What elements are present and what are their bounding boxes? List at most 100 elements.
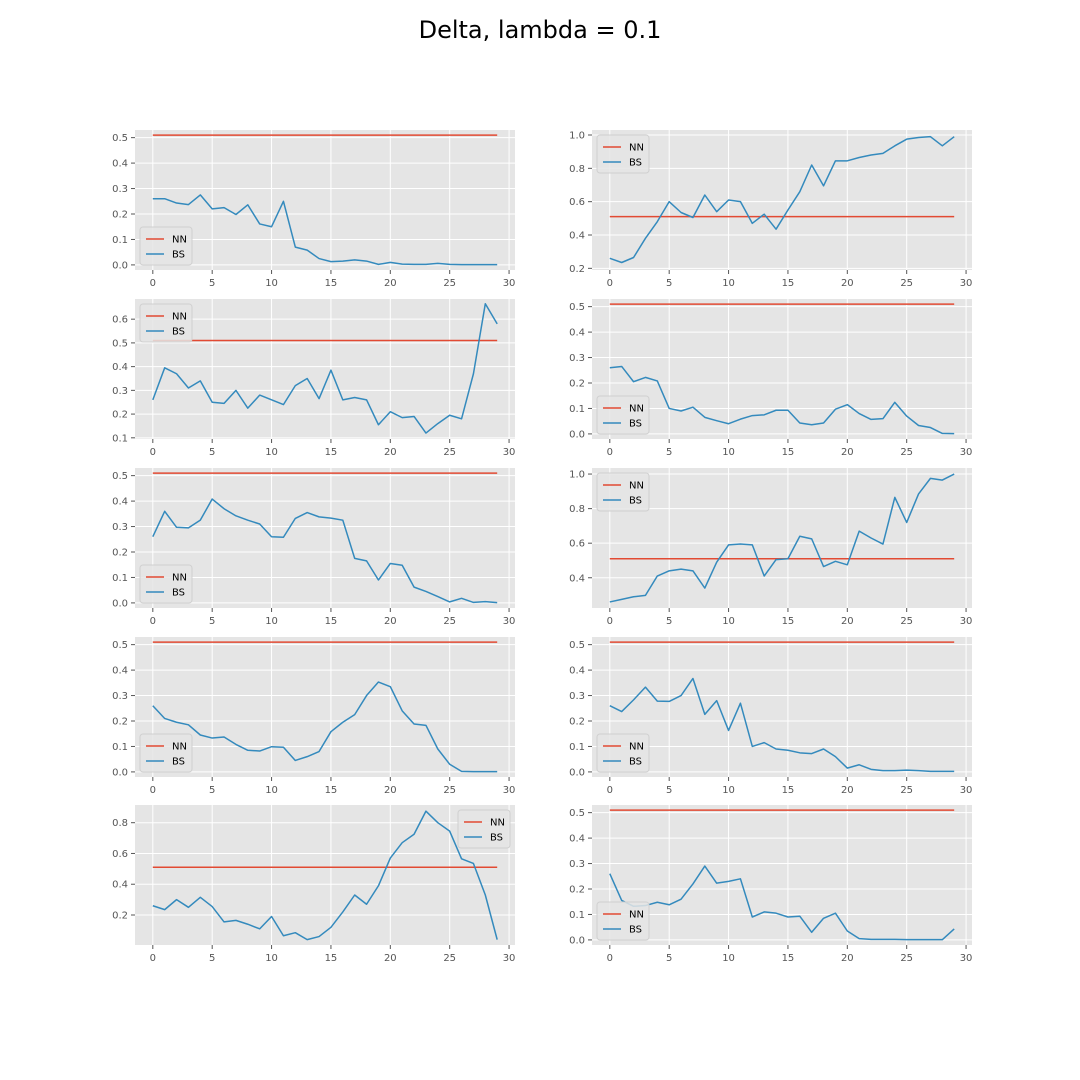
y-tick-label: 0.1 xyxy=(112,573,128,584)
legend-label-bs: BS xyxy=(172,250,185,261)
x-tick-label: 20 xyxy=(384,278,397,289)
figure-title: Delta, lambda = 0.1 xyxy=(418,16,662,44)
legend-box xyxy=(596,901,650,941)
y-tick-label: 0.2 xyxy=(569,717,585,728)
y-tick-label: 0.3 xyxy=(569,859,585,870)
y-tick-label: 0.4 xyxy=(569,231,585,242)
y-tick-label: 0.6 xyxy=(569,539,585,550)
x-tick-label: 15 xyxy=(325,447,338,458)
y-tick-label: 0.5 xyxy=(569,808,585,819)
legend-label-bs: BS xyxy=(629,496,642,507)
x-tick-label: 30 xyxy=(960,278,973,289)
legend-box xyxy=(457,809,511,849)
x-tick-label: 0 xyxy=(607,953,613,964)
y-tick-label: 0.2 xyxy=(112,210,128,221)
x-tick-label: 25 xyxy=(443,616,456,627)
legend-box xyxy=(596,472,650,512)
x-tick-label: 0 xyxy=(607,616,613,627)
y-tick-label: 0.8 xyxy=(569,164,585,175)
y-tick-label: 0.0 xyxy=(112,598,128,609)
plot-area xyxy=(592,468,972,608)
subplot-3: 0 5 10 15 20 25 30 0.1 0.2 0.3 0.4 0.5 0.6 NN BS xyxy=(112,299,515,458)
x-tick-label: 10 xyxy=(722,953,735,964)
x-tick-label: 10 xyxy=(722,785,735,796)
subplot-2: 0 5 10 15 20 25 30 0.2 0.4 0.6 0.8 1.0 NN BS xyxy=(569,130,972,289)
x-tick-label: 25 xyxy=(443,447,456,458)
legend: NN BS xyxy=(596,395,650,435)
subplot-6: 0 5 10 15 20 25 30 0.4 0.6 0.8 1.0 NN BS xyxy=(569,468,972,627)
y-tick-label: 0.5 xyxy=(569,640,585,651)
x-tick-label: 30 xyxy=(960,616,973,627)
subplot-4: 0 5 10 15 20 25 30 0.0 0.1 0.2 0.3 0.4 0.5 NN BS xyxy=(569,299,972,458)
y-tick-label: 0.4 xyxy=(112,666,128,677)
x-tick-label: 5 xyxy=(209,278,215,289)
x-tick-label: 10 xyxy=(265,785,278,796)
x-tick-label: 15 xyxy=(782,447,795,458)
x-tick-label: 20 xyxy=(384,616,397,627)
legend-label-nn: NN xyxy=(629,481,644,492)
subplot-9: 0 5 10 15 20 25 30 0.2 0.4 0.6 0.8 NN BS xyxy=(112,805,515,964)
y-tick-label: 0.8 xyxy=(112,818,128,829)
x-tick-label: 30 xyxy=(960,785,973,796)
legend-label-bs: BS xyxy=(172,327,185,338)
x-tick-label: 0 xyxy=(150,278,156,289)
legend-box xyxy=(139,733,193,773)
y-tick-label: 0.5 xyxy=(112,133,128,144)
x-tick-label: 10 xyxy=(722,447,735,458)
x-tick-label: 0 xyxy=(607,447,613,458)
x-tick-label: 5 xyxy=(666,278,672,289)
subplot-1: 0 5 10 15 20 25 30 0.0 0.1 0.2 0.3 0.4 0.5 NN BS xyxy=(112,130,515,289)
legend: NN BS xyxy=(596,134,650,174)
y-tick-label: 0.0 xyxy=(569,767,585,778)
x-tick-label: 20 xyxy=(841,447,854,458)
y-tick-label: 0.3 xyxy=(112,522,128,533)
y-tick-label: 0.4 xyxy=(569,666,585,677)
x-tick-label: 25 xyxy=(443,278,456,289)
x-tick-label: 15 xyxy=(325,616,338,627)
x-tick-label: 0 xyxy=(150,785,156,796)
y-tick-label: 0.1 xyxy=(569,910,585,921)
x-tick-label: 5 xyxy=(666,785,672,796)
y-tick-label: 0.1 xyxy=(112,742,128,753)
series-line-bs xyxy=(152,303,498,434)
y-tick-label: 1.0 xyxy=(569,131,585,142)
x-tick-label: 10 xyxy=(265,953,278,964)
x-tick-label: 25 xyxy=(900,447,913,458)
subplot-7: 0 5 10 15 20 25 30 0.0 0.1 0.2 0.3 0.4 0.5 NN BS xyxy=(112,637,515,796)
series-line-bs xyxy=(609,677,955,773)
series-line-bs xyxy=(609,135,955,264)
plot-area xyxy=(592,637,972,777)
x-tick-label: 5 xyxy=(666,616,672,627)
x-tick-label: 5 xyxy=(666,953,672,964)
y-tick-label: 0.2 xyxy=(569,379,585,390)
x-tick-label: 0 xyxy=(607,278,613,289)
y-tick-label: 0.3 xyxy=(112,691,128,702)
x-tick-label: 10 xyxy=(265,447,278,458)
x-tick-label: 25 xyxy=(900,953,913,964)
y-tick-label: 0.0 xyxy=(112,767,128,778)
y-tick-label: 0.4 xyxy=(112,497,128,508)
x-tick-label: 5 xyxy=(209,447,215,458)
x-tick-label: 20 xyxy=(841,616,854,627)
legend-label-nn: NN xyxy=(172,235,187,246)
x-tick-label: 5 xyxy=(209,785,215,796)
x-tick-label: 10 xyxy=(722,616,735,627)
x-tick-label: 20 xyxy=(384,953,397,964)
x-tick-label: 20 xyxy=(384,785,397,796)
legend-box xyxy=(596,395,650,435)
y-tick-label: 0.3 xyxy=(112,184,128,195)
legend-box xyxy=(596,733,650,773)
legend: NN BS xyxy=(139,733,193,773)
y-tick-label: 0.2 xyxy=(112,548,128,559)
legend: NN BS xyxy=(139,303,193,343)
legend: NN BS xyxy=(139,226,193,266)
y-tick-label: 0.5 xyxy=(112,640,128,651)
y-tick-label: 0.6 xyxy=(112,315,128,326)
x-tick-label: 30 xyxy=(960,447,973,458)
plot-area xyxy=(135,130,515,270)
legend: NN BS xyxy=(596,901,650,941)
legend-label-nn: NN xyxy=(629,742,644,753)
legend-box xyxy=(139,564,193,604)
subplot-8: 0 5 10 15 20 25 30 0.0 0.1 0.2 0.3 0.4 0.5 NN BS xyxy=(569,637,972,796)
